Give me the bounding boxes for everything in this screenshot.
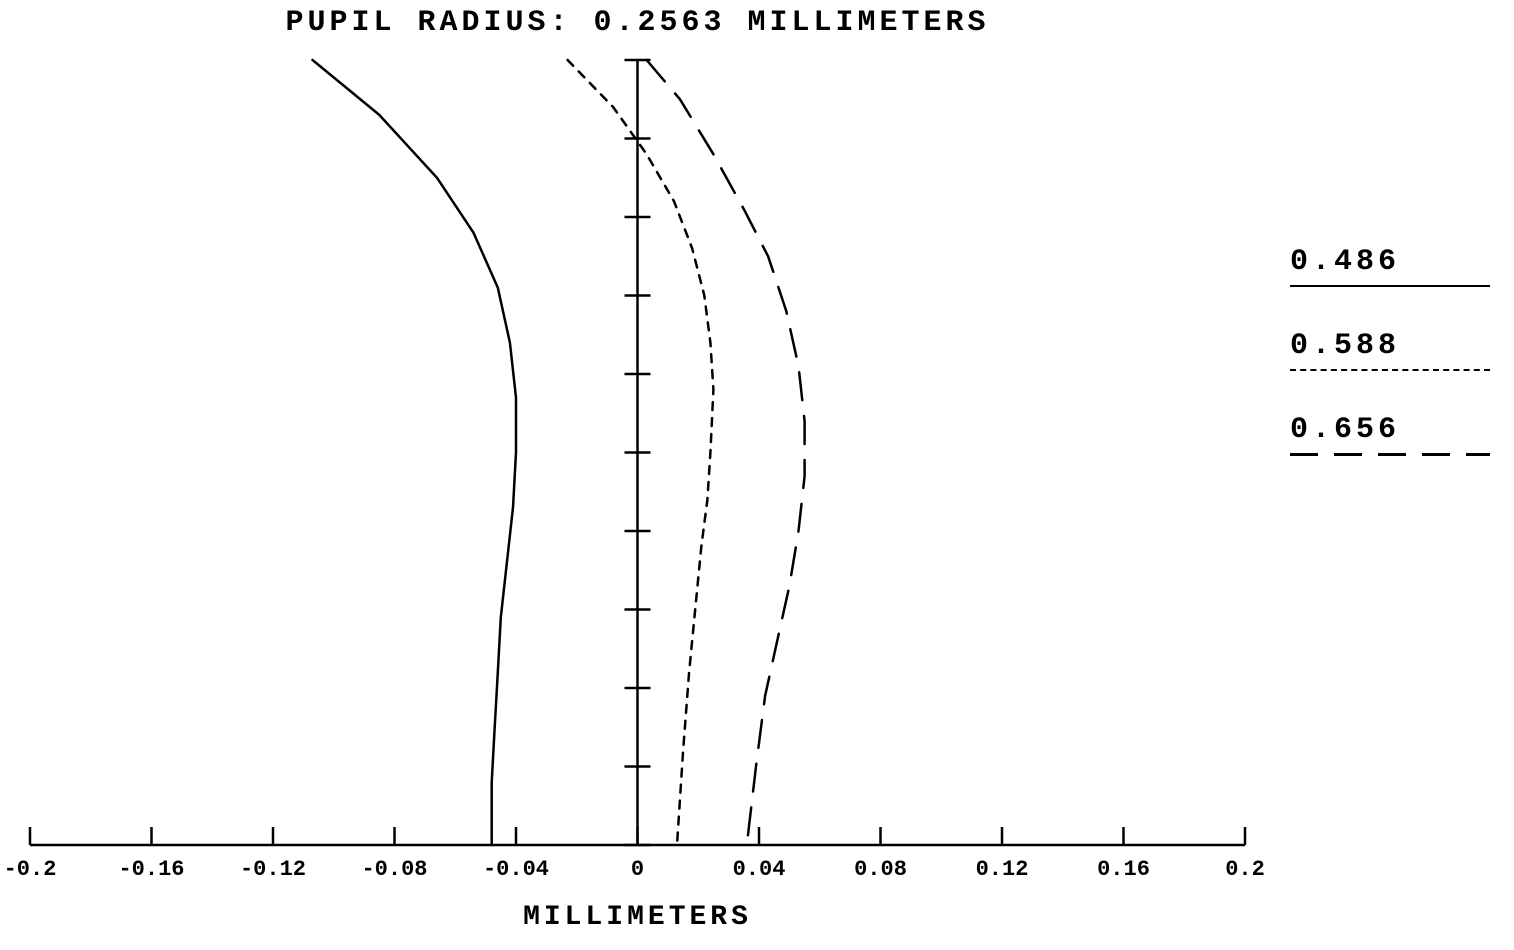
x-tick-label: -0.2 <box>4 857 57 882</box>
plot-svg: -0.2 -0.16 -0.12 -0.08 -0.04 0 0.04 0.08 0.12 0.1… <box>0 0 1514 950</box>
series-group <box>313 60 805 845</box>
x-tick-label: -0.16 <box>118 857 184 882</box>
x-tick-label: 0.16 <box>1097 857 1150 882</box>
legend-item: 0.656 <box>1290 413 1490 456</box>
legend-item-label: 0.486 <box>1290 245 1490 279</box>
x-tick-label: 0.2 <box>1225 857 1265 882</box>
legend-item: 0.486 <box>1290 245 1490 287</box>
legend-item-line <box>1290 453 1490 456</box>
x-tick-label: -0.04 <box>483 857 549 882</box>
x-ticks-group: -0.2 -0.16 -0.12 -0.08 -0.04 0 0.04 0.08 0.12 0.1… <box>4 827 1265 882</box>
x-tick-label: 0.04 <box>733 857 786 882</box>
legend-item-label: 0.588 <box>1290 329 1490 363</box>
x-tick-label: 0.12 <box>976 857 1029 882</box>
x-axis-label: MILLIMETERS <box>0 902 1275 933</box>
chart-container: PUPIL RADIUS: 0.2563 MILLIMETERS -0.2-0.… <box>0 0 1514 950</box>
legend-item-label: 0.656 <box>1290 413 1490 447</box>
x-tick-label: 0 <box>631 857 644 882</box>
x-tick-label: -0.08 <box>361 857 427 882</box>
series-line <box>647 60 805 845</box>
x-tick-label: 0.08 <box>854 857 907 882</box>
legend-item: 0.588 <box>1290 329 1490 371</box>
legend-item-line <box>1290 369 1490 371</box>
series-line <box>313 60 517 845</box>
legend-item-line <box>1290 285 1490 287</box>
x-tick-label: -0.12 <box>240 857 306 882</box>
legend: 0.486 0.588 0.656 <box>1290 245 1490 498</box>
